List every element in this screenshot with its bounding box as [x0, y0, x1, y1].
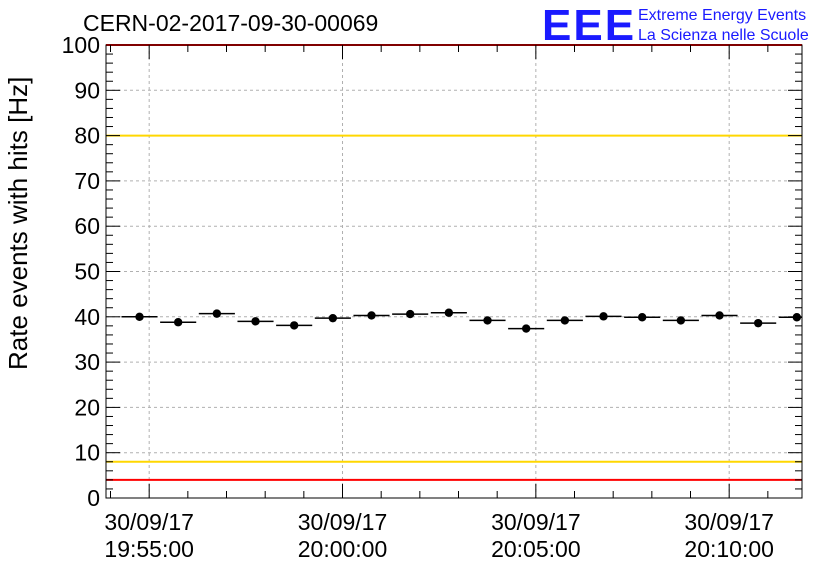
- data-point: [121, 312, 158, 321]
- point-marker: [560, 316, 570, 325]
- x-tick-time: 20:00:00: [298, 536, 388, 562]
- eee-logo: EEE Extreme Energy Events La Scienza nel…: [542, 1, 809, 50]
- point-marker: [173, 318, 183, 327]
- y-tick-label: 20: [74, 394, 100, 420]
- x-tick-time: 20:10:00: [684, 536, 774, 562]
- y-axis-label: Rate events with hits [Hz]: [3, 77, 33, 370]
- chart-title: CERN-02-2017-09-30-00069: [83, 10, 378, 36]
- point-marker: [289, 321, 299, 330]
- point-marker: [521, 324, 531, 333]
- data-point: [662, 316, 699, 325]
- data-point: [314, 313, 351, 323]
- x-tick-date: 30/09/17: [104, 509, 194, 535]
- point-marker: [328, 313, 338, 323]
- y-tick-label: 60: [74, 213, 100, 239]
- data-point: [469, 316, 506, 325]
- x-axis: 30/09/1719:55:0030/09/1720:00:0030/09/17…: [104, 45, 774, 562]
- x-tick-date: 30/09/17: [491, 509, 581, 535]
- x-tick-date: 30/09/17: [298, 509, 388, 535]
- point-marker: [212, 309, 222, 318]
- y-axis: 0 10 20 30 40 50 60 70 80 90 100: [62, 32, 802, 511]
- y-tick-label: 50: [74, 259, 100, 285]
- data-point: [546, 316, 583, 325]
- data-point: [508, 324, 545, 333]
- point-marker: [135, 312, 144, 321]
- data-point: [624, 313, 661, 322]
- y-tick-label: 0: [87, 485, 100, 511]
- data-point: [740, 318, 777, 328]
- data-point: [237, 317, 274, 326]
- data-points: [121, 308, 802, 333]
- data-point: [701, 311, 738, 320]
- point-marker: [367, 311, 376, 320]
- data-point: [430, 308, 467, 317]
- point-marker: [405, 309, 415, 319]
- grid: [106, 45, 802, 498]
- y-tick-label: 40: [74, 304, 100, 330]
- y-tick-label: 100: [62, 32, 100, 58]
- point-marker: [676, 316, 686, 325]
- logo-line-1: Extreme Energy Events: [638, 7, 806, 24]
- point-marker: [715, 311, 724, 320]
- point-marker: [599, 312, 608, 321]
- y-tick-label: 30: [74, 349, 100, 375]
- x-tick-time: 19:55:00: [104, 536, 194, 562]
- data-point: [276, 321, 313, 330]
- logo-mark: EEE: [542, 1, 636, 50]
- point-marker: [753, 318, 763, 328]
- data-point: [353, 311, 390, 320]
- point-marker: [251, 317, 260, 326]
- reference-lines: [106, 44, 802, 481]
- data-point: [198, 309, 235, 318]
- data-point: [392, 309, 429, 319]
- x-tick-time: 20:05:00: [491, 536, 581, 562]
- point-marker: [444, 308, 454, 317]
- data-point: [778, 313, 802, 322]
- y-tick-label: 80: [74, 123, 100, 149]
- data-point: [585, 312, 622, 321]
- point-marker: [637, 313, 647, 322]
- y-tick-label: 70: [74, 168, 100, 194]
- y-tick-label: 10: [74, 440, 100, 466]
- x-tick-date: 30/09/17: [684, 509, 774, 535]
- point-marker: [792, 313, 802, 322]
- data-point: [160, 318, 197, 327]
- y-tick-label: 90: [74, 77, 100, 103]
- logo-line-2: La Scienza nelle Scuole: [638, 27, 809, 44]
- point-marker: [483, 316, 492, 325]
